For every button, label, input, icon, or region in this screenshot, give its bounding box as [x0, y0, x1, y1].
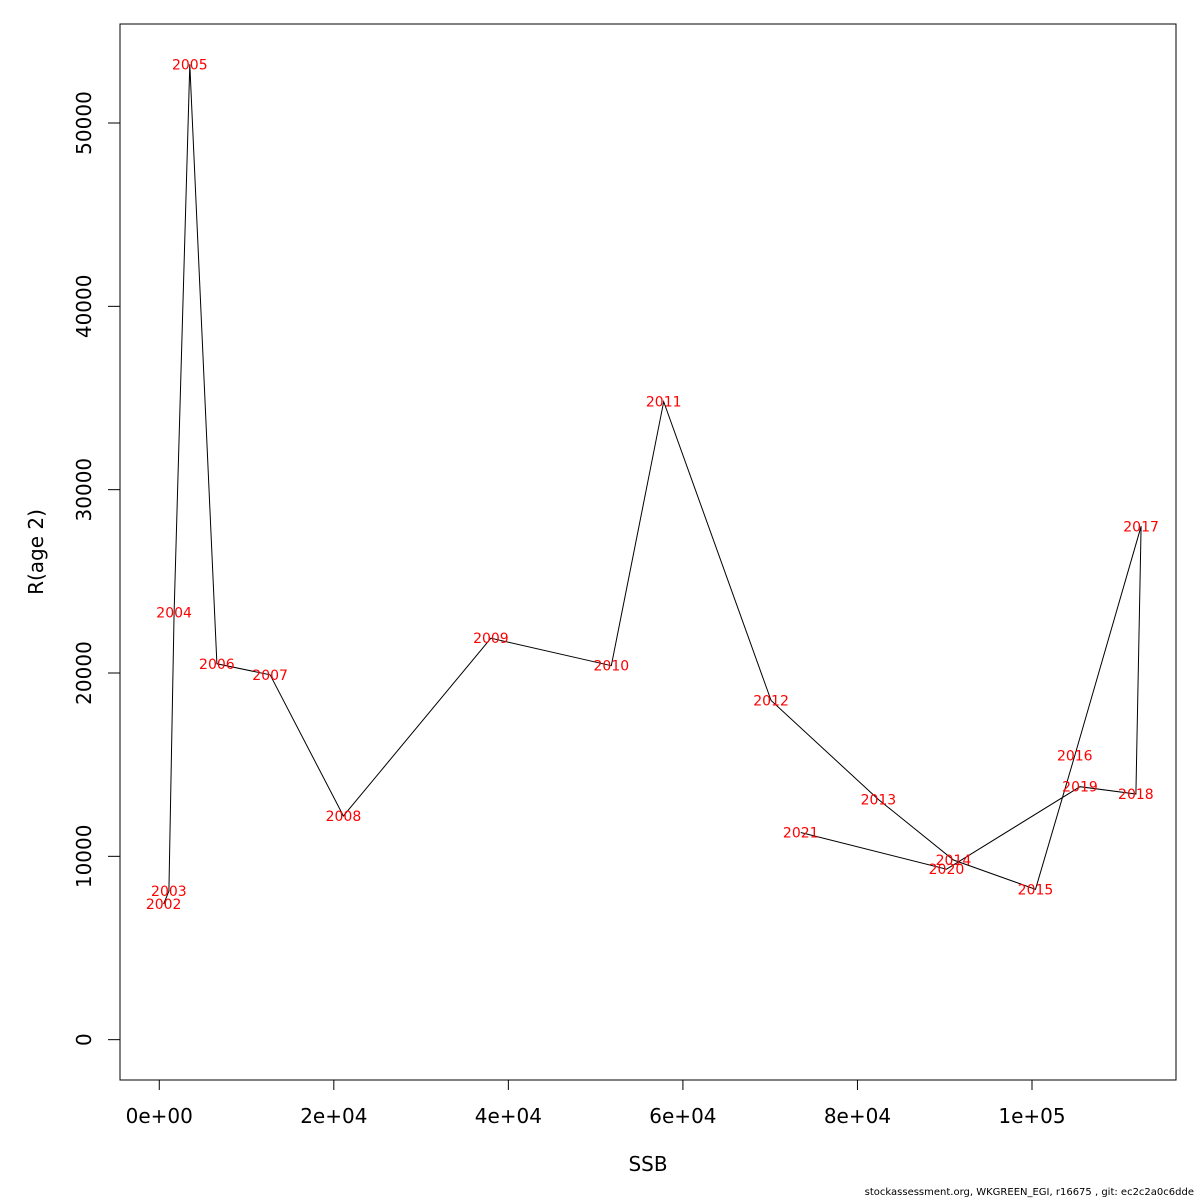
x-tick-label: 2e+04 — [300, 1104, 367, 1128]
point-label-2008: 2008 — [326, 809, 362, 825]
point-label-2015: 2015 — [1018, 882, 1054, 898]
point-label-2014: 2014 — [936, 853, 972, 869]
x-tick-label: 8e+04 — [824, 1104, 891, 1128]
point-label-2007: 2007 — [252, 668, 288, 684]
y-tick-label: 40000 — [72, 275, 96, 339]
footer-credit: stockassessment.org, WKGREEN_EGI, r16675… — [864, 1187, 1194, 1198]
point-label-2013: 2013 — [861, 793, 897, 809]
point-label-2017: 2017 — [1123, 519, 1159, 535]
point-label-2016: 2016 — [1057, 749, 1093, 765]
y-axis: 0 10000 20000 30000 40000 50000 — [72, 91, 121, 1046]
point-label-2010: 2010 — [594, 659, 630, 675]
y-tick-label: 10000 — [72, 825, 96, 889]
x-tick-label: 4e+04 — [475, 1104, 542, 1128]
y-axis-title: R(age 2) — [24, 509, 48, 595]
x-tick-label: 0e+00 — [126, 1104, 193, 1128]
y-tick-label: 0 — [72, 1033, 96, 1046]
y-tick-label: 50000 — [72, 91, 96, 155]
point-label-2021: 2021 — [783, 826, 819, 842]
point-label-2020: 2020 — [929, 862, 965, 878]
point-label-2004: 2004 — [156, 606, 192, 622]
y-tick-label: 30000 — [72, 458, 96, 522]
point-label-2018: 2018 — [1118, 787, 1154, 803]
point-label-2019: 2019 — [1062, 780, 1098, 796]
series-line — [163, 64, 1142, 905]
point-label-2003: 2003 — [151, 884, 187, 900]
x-tick-label: 1e+05 — [998, 1104, 1065, 1128]
x-axis: 0e+00 2e+04 4e+04 6e+04 8e+04 1e+05 — [126, 1079, 1066, 1128]
point-label-2006: 2006 — [199, 657, 235, 673]
point-label-2011: 2011 — [646, 395, 682, 411]
plot-frame — [119, 23, 1177, 1081]
point-label-2009: 2009 — [473, 631, 509, 647]
point-label-2002: 2002 — [146, 897, 182, 913]
y-tick-label: 20000 — [72, 641, 96, 705]
x-axis-title: SSB — [628, 1152, 667, 1176]
x-tick-label: 6e+04 — [649, 1104, 716, 1128]
point-label-2005: 2005 — [172, 57, 208, 73]
point-label-2012: 2012 — [753, 694, 789, 710]
